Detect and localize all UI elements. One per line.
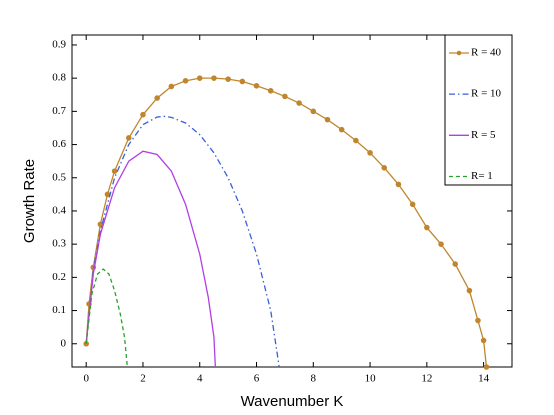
y-tick-label: 0.9 [52, 38, 66, 50]
point-marker [310, 108, 317, 115]
y-axis-label: Growth Rate [21, 159, 38, 243]
y-tick-label: 0 [61, 337, 67, 349]
y-tick-label: 0.6 [52, 138, 66, 150]
x-tick-label: 0 [83, 373, 89, 385]
point-marker [239, 78, 246, 85]
x-tick-label: 8 [311, 373, 317, 385]
point-marker [438, 241, 444, 247]
point-marker [409, 201, 416, 208]
legend-label: R= 1 [471, 170, 493, 182]
legend-box [444, 34, 513, 186]
point-marker [353, 137, 359, 144]
series-line [85, 150, 216, 368]
y-tick-label: 0.8 [52, 72, 66, 84]
point-marker [324, 116, 331, 123]
point-marker [480, 337, 487, 344]
x-axis-label: Wavenumber K [241, 393, 344, 410]
y-tick-label: 0.2 [52, 271, 66, 283]
point-marker [196, 75, 203, 81]
y-tick-label: 0.4 [52, 204, 66, 216]
point-marker [296, 100, 302, 106]
point-marker [97, 221, 104, 228]
point-marker [395, 181, 402, 188]
point-marker [338, 126, 345, 133]
x-tick-label: 4 [197, 373, 203, 385]
point-marker [182, 78, 189, 84]
series-line [85, 77, 488, 368]
legend-label: R = 10 [471, 88, 502, 100]
point-marker [475, 317, 481, 324]
point-marker [211, 75, 217, 81]
x-tick-label: 10 [365, 373, 377, 385]
point-marker [381, 165, 388, 171]
point-marker [452, 261, 459, 267]
point-marker [111, 168, 118, 174]
plot-frame [71, 34, 513, 368]
series-line [85, 115, 280, 368]
point-marker [483, 364, 490, 370]
legend-marker [456, 50, 462, 56]
y-tick-label: 0.5 [52, 171, 66, 183]
y-tick-label: 0.1 [52, 304, 66, 316]
point-marker [466, 287, 473, 294]
x-tick-label: 14 [478, 373, 490, 385]
x-tick-label: 6 [254, 373, 260, 385]
point-marker [367, 150, 373, 156]
point-marker [154, 95, 160, 101]
y-tick-label: 0.7 [52, 105, 66, 117]
point-marker [253, 82, 260, 89]
point-marker [168, 83, 175, 90]
legend-label: R = 40 [471, 47, 502, 59]
point-marker [140, 111, 146, 118]
y-tick-label: 0.3 [52, 238, 66, 250]
series-line [85, 268, 128, 368]
x-tick-label: 12 [421, 373, 432, 385]
legend-label: R = 5 [471, 129, 496, 141]
point-marker [424, 224, 430, 231]
x-tick-label: 2 [140, 373, 146, 385]
point-marker [282, 93, 288, 100]
point-marker [225, 76, 231, 82]
point-marker [125, 135, 132, 141]
point-marker [267, 87, 274, 94]
